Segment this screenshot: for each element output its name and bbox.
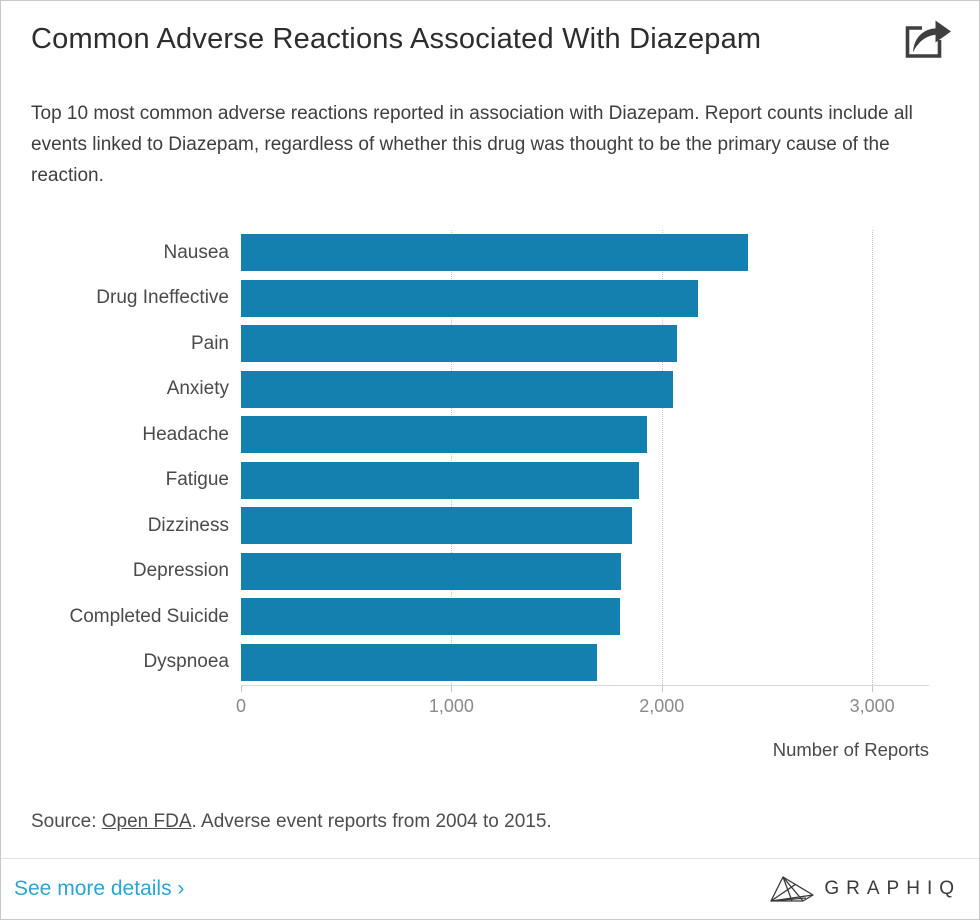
bar-row: Headache <box>1 412 979 458</box>
category-label: Pain <box>190 332 229 354</box>
source-link[interactable]: Open FDA <box>101 811 192 832</box>
category-label: Dyspnoea <box>143 651 229 673</box>
category-label: Fatigue <box>165 469 229 491</box>
x-tick-label: 0 <box>235 696 247 716</box>
bar-track <box>241 279 929 317</box>
x-tick-label: 1,000 <box>428 696 474 716</box>
bar-track <box>241 370 929 408</box>
category-label: Drug Ineffective <box>96 287 229 309</box>
category-label: Depression <box>132 560 229 582</box>
bar-chart: Nausea Drug Ineffective Pain Anxiety Headach… <box>1 230 979 686</box>
bar-row: Nausea <box>1 230 979 276</box>
bar-row: Dizziness <box>1 503 979 549</box>
bar-track <box>241 598 929 636</box>
page-title: Common Adverse Reactions Associated With… <box>31 23 762 55</box>
bar-track <box>241 461 929 499</box>
footer-divider <box>1 858 979 859</box>
bar-dizziness[interactable] <box>241 507 633 545</box>
bar-headache[interactable] <box>241 416 648 454</box>
source-prefix: Source: <box>31 811 102 832</box>
category-label: Headache <box>142 423 229 445</box>
bar-completed-suicide[interactable] <box>241 598 620 636</box>
share-export-icon <box>905 20 951 58</box>
share-button[interactable] <box>903 19 953 63</box>
bar-drug-ineffective[interactable] <box>241 279 698 317</box>
gridline-3000 <box>872 230 874 685</box>
bar-row: Fatigue <box>1 458 979 504</box>
bar-anxiety[interactable] <box>241 370 674 408</box>
bar-row: Completed Suicide <box>1 594 979 640</box>
bar-track <box>241 552 929 590</box>
gridlines <box>241 230 929 685</box>
x-axis-title: Number of Reports <box>772 739 929 760</box>
graphiq-brand[interactable]: GRAPHIQ <box>769 874 961 904</box>
bar-track <box>241 325 929 363</box>
bar-row: Pain <box>1 321 979 367</box>
bar-track <box>241 507 929 545</box>
category-label: Anxiety <box>166 378 229 400</box>
category-label: Completed Suicide <box>69 605 229 627</box>
x-tick-label: 2,000 <box>639 696 685 716</box>
bar-row: Drug Ineffective <box>1 276 979 322</box>
bar-pain[interactable] <box>241 325 677 363</box>
x-tick-mark <box>872 686 874 692</box>
bar-row: Anxiety <box>1 367 979 413</box>
x-axis-line <box>241 685 929 686</box>
bar-rows: Nausea Drug Ineffective Pain Anxiety Headach… <box>1 230 979 685</box>
bar-nausea[interactable] <box>241 234 749 272</box>
bar-depression[interactable] <box>241 552 621 590</box>
x-tick-mark <box>661 686 663 692</box>
x-tick-mark <box>451 686 453 692</box>
graphiq-logo-icon <box>770 876 815 902</box>
x-tick-mark <box>241 686 242 692</box>
bar-dyspnoea[interactable] <box>241 643 597 681</box>
footer-bar: See more details › GRAPHIQ <box>1 859 979 919</box>
bar-track <box>241 234 929 272</box>
x-tick-label: 3,000 <box>849 696 895 716</box>
gridline-1000 <box>451 230 453 685</box>
source-line: Source: Open FDA. Adverse event reports … <box>31 811 552 833</box>
category-label: Dizziness <box>147 514 229 536</box>
graphiq-brand-text: GRAPHIQ <box>824 878 961 899</box>
bar-track <box>241 416 929 454</box>
chart-description: Top 10 most common adverse reactions rep… <box>31 103 913 186</box>
bar-track <box>241 643 929 681</box>
gridline-2000 <box>661 230 663 685</box>
category-label: Nausea <box>163 241 230 263</box>
see-more-details-link[interactable]: See more details › <box>14 877 185 900</box>
bar-fatigue[interactable] <box>241 461 639 499</box>
x-axis: 0 1,000 2,000 3,000 <box>236 685 929 725</box>
plot-area: Nausea Drug Ineffective Pain Anxiety Headach… <box>1 230 979 686</box>
bar-row: Depression <box>1 549 979 595</box>
source-suffix: . Adverse event reports from 2004 to 201… <box>191 811 552 832</box>
bar-row: Dyspnoea <box>1 640 979 686</box>
